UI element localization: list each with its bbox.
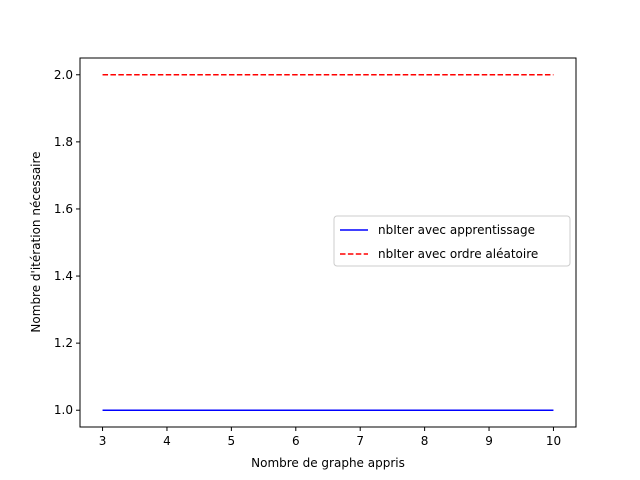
x-axis-label: Nombre de graphe appris (251, 456, 405, 470)
x-tick-label: 6 (292, 434, 300, 448)
x-tick-label: 8 (421, 434, 429, 448)
legend-label-aleatoire: nbIter avec ordre aléatoire (378, 247, 538, 261)
x-tick-label: 4 (163, 434, 171, 448)
x-tick-label: 7 (356, 434, 364, 448)
y-tick-label: 1.0 (54, 403, 73, 417)
y-tick-label: 1.2 (54, 336, 73, 350)
plot-frame (79, 57, 577, 428)
x-tick-label: 9 (485, 434, 493, 448)
legend: nbIter avec apprentissage nbIter avec or… (333, 215, 571, 267)
y-tick-label: 1.6 (54, 202, 73, 216)
x-tick-label: 5 (228, 434, 236, 448)
y-tick-label: 2.0 (54, 68, 73, 82)
y-tick-label: 1.8 (54, 135, 73, 149)
y-tick-label: 1.4 (54, 269, 73, 283)
legend-label-apprentissage: nbIter avec apprentissage (378, 223, 535, 237)
x-tick-label: 10 (546, 434, 561, 448)
legend-frame (333, 215, 571, 267)
x-tick-label: 3 (99, 434, 107, 448)
y-axis-label: Nombre d'itération nécessaire (29, 151, 43, 332)
